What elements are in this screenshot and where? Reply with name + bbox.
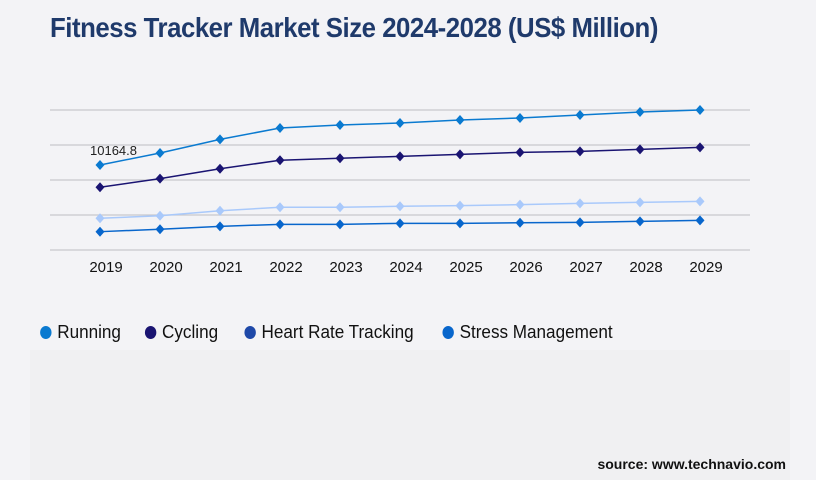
data-point (155, 210, 165, 221)
data-point (575, 146, 585, 157)
legend-marker-icon (40, 326, 52, 339)
data-point (275, 155, 285, 166)
data-point (215, 134, 225, 145)
data-point (575, 109, 585, 120)
x-tick-label: 2026 (509, 259, 542, 276)
data-point (515, 112, 525, 123)
legend-item: Running (40, 322, 121, 343)
line-chart: 2019 2020 2021 2022 2023 2024 2025 2026 2027 2028… (50, 105, 750, 276)
data-label: 10164.8 (90, 143, 137, 158)
data-point (155, 148, 165, 159)
data-point (695, 215, 705, 226)
legend-label: Running (57, 322, 121, 342)
legend-marker-icon (244, 326, 256, 339)
data-point (155, 224, 165, 235)
data-point (335, 153, 345, 164)
data-point (695, 196, 705, 207)
x-tick-label: 2025 (449, 259, 482, 276)
x-tick-label: 2029 (689, 259, 722, 276)
x-tick-label: 2028 (629, 259, 662, 276)
chart-title: Fitness Tracker Market Size 2024-2028 (U… (50, 12, 658, 43)
data-point (515, 199, 525, 210)
data-point (695, 142, 705, 153)
data-point (395, 218, 405, 229)
legend-label: Cycling (162, 322, 219, 342)
x-tick-label: 2027 (569, 259, 602, 276)
data-point (515, 217, 525, 228)
data-point (215, 163, 225, 174)
data-point (275, 219, 285, 230)
x-tick-label: 2023 (329, 259, 362, 276)
data-point (635, 144, 645, 155)
legend-item: Cycling (144, 322, 219, 343)
x-tick-label: 2020 (149, 259, 182, 276)
legend: Running Cycling Heart Rate Tracking Stress … (38, 322, 617, 343)
data-point (335, 202, 345, 213)
data-point (395, 117, 405, 128)
data-point (695, 105, 705, 116)
legend-marker-icon (144, 326, 157, 339)
data-point (455, 218, 465, 229)
data-point (455, 149, 465, 160)
x-tick-label: 2019 (89, 259, 122, 276)
data-point (335, 119, 345, 130)
data-point (155, 173, 165, 184)
data-point (395, 201, 405, 212)
data-point (635, 107, 645, 118)
x-tick-label: 2021 (209, 259, 242, 276)
data-point (635, 197, 645, 208)
data-point (95, 226, 105, 237)
data-point (455, 114, 465, 125)
legend-panel-background (30, 350, 790, 480)
data-point (575, 217, 585, 228)
data-point (95, 160, 105, 171)
data-point (575, 198, 585, 209)
legend-marker-icon (442, 326, 455, 339)
x-tick-label: 2024 (389, 259, 422, 276)
data-point (275, 202, 285, 213)
source-credit: source: www.technavio.com (597, 456, 786, 472)
data-point (335, 219, 345, 230)
legend-item: Heart Rate Tracking (244, 322, 414, 343)
legend-label: Heart Rate Tracking (261, 322, 414, 342)
data-point (455, 200, 465, 211)
data-point (395, 151, 405, 162)
data-point (515, 147, 525, 158)
data-point (95, 213, 105, 224)
data-point (215, 221, 225, 232)
data-point (635, 216, 645, 227)
x-tick-label: 2022 (269, 259, 302, 276)
data-point (95, 182, 105, 193)
legend-label: Stress Management (459, 322, 613, 342)
data-point (215, 205, 225, 216)
legend-item: Stress Management (442, 322, 613, 343)
data-point (275, 123, 285, 134)
